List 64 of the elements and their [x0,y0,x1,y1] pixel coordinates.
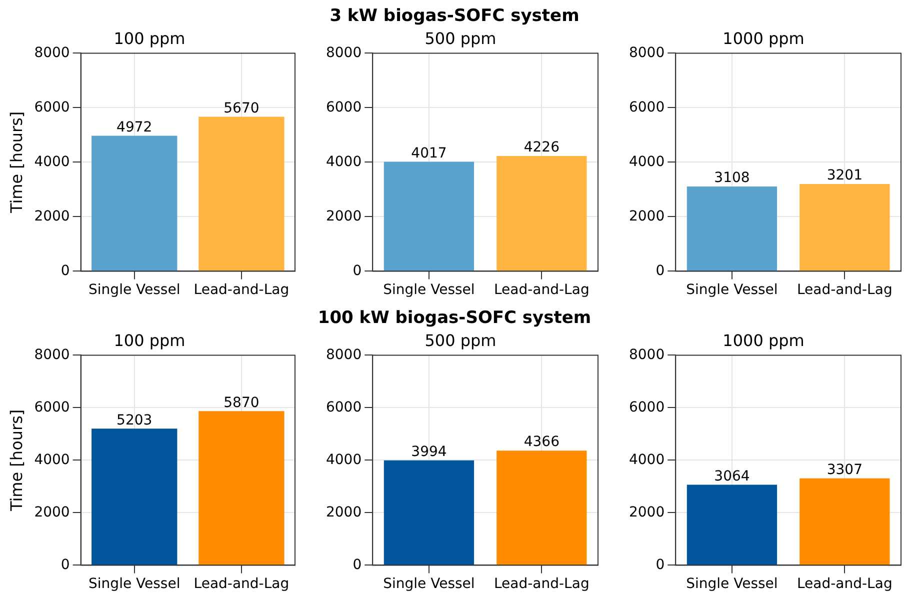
data-label: 4366 [524,434,560,450]
y-tick-label: 8000 [326,44,362,61]
y-tick-label: 0 [60,262,70,279]
chart-title: 1000 ppm [722,330,804,350]
y-tick-label: 8000 [34,346,70,363]
y-tick-label: 8000 [628,44,665,61]
y-tick-label: 8000 [628,346,665,363]
data-label: 4226 [524,140,560,156]
x-tick-label: Single Vessel [88,282,180,298]
y-tick-label: 6000 [34,99,70,116]
x-tick-label: Single Vessel [686,282,778,298]
y-tick-label: 4000 [326,452,362,468]
x-tick-label: Single Vessel [88,576,180,592]
y-tick-label: 8000 [34,44,70,61]
y-tick-label: 0 [656,262,665,279]
x-tick-label: Single Vessel [383,576,475,592]
y-tick-label: 2000 [628,208,665,224]
y-tick-label: 8000 [326,346,362,363]
y-axis-title: Time [hours] [6,409,26,512]
y-tick-label: 0 [352,556,362,573]
y-axis-title: Time [hours] [6,111,26,214]
chart-title: 500 ppm [424,330,496,350]
y-tick-label: 6000 [628,399,665,416]
x-tick-label: Lead-and-Lag [796,282,892,298]
chart-title: 100 ppm [114,28,186,48]
y-tick-label: 4000 [34,154,70,170]
y-tick-label: 4000 [326,154,362,170]
data-label: 3994 [411,444,447,460]
x-tick-label: Lead-and-Lag [494,576,590,592]
y-tick-label: 2000 [326,208,362,224]
x-tick-label: Lead-and-Lag [194,576,290,592]
text: 100 kW biogas-SOFC system [316,308,592,328]
y-tick-label: 0 [656,556,665,573]
data-label: 3201 [826,168,862,184]
text: 3 kW biogas-SOFC system [328,6,580,26]
y-tick-label: 2000 [34,504,70,520]
y-tick-label: 4000 [34,452,70,468]
y-tick-label: 2000 [34,208,70,224]
y-tick-label: 4000 [628,452,665,468]
chart-title: 500 ppm [424,28,496,48]
y-tick-label: 6000 [628,99,665,116]
y-tick-label: 6000 [326,99,362,116]
data-label: 4972 [116,119,152,136]
data-label: 5870 [224,394,260,411]
data-label: 3108 [714,170,750,186]
data-label: 3064 [714,468,750,484]
y-tick-label: 6000 [34,399,70,416]
y-tick-label: 6000 [326,399,362,416]
y-tick-label: 2000 [628,504,665,520]
y-tick-label: 0 [60,556,70,573]
data-label: 5203 [116,412,152,428]
x-tick-label: Single Vessel [383,282,475,298]
chart-title: 100 ppm [114,330,186,350]
x-tick-label: Lead-and-Lag [494,282,590,298]
y-tick-label: 4000 [628,154,665,170]
x-tick-label: Lead-and-Lag [796,576,892,592]
chart-title: 1000 ppm [722,28,804,48]
x-tick-label: Single Vessel [686,576,778,592]
y-tick-label: 2000 [326,504,362,520]
data-label: 5670 [224,100,260,116]
x-tick-label: Lead-and-Lag [194,282,290,298]
data-label: 3307 [826,462,862,478]
y-tick-label: 0 [352,262,362,279]
data-label: 4017 [411,145,447,162]
